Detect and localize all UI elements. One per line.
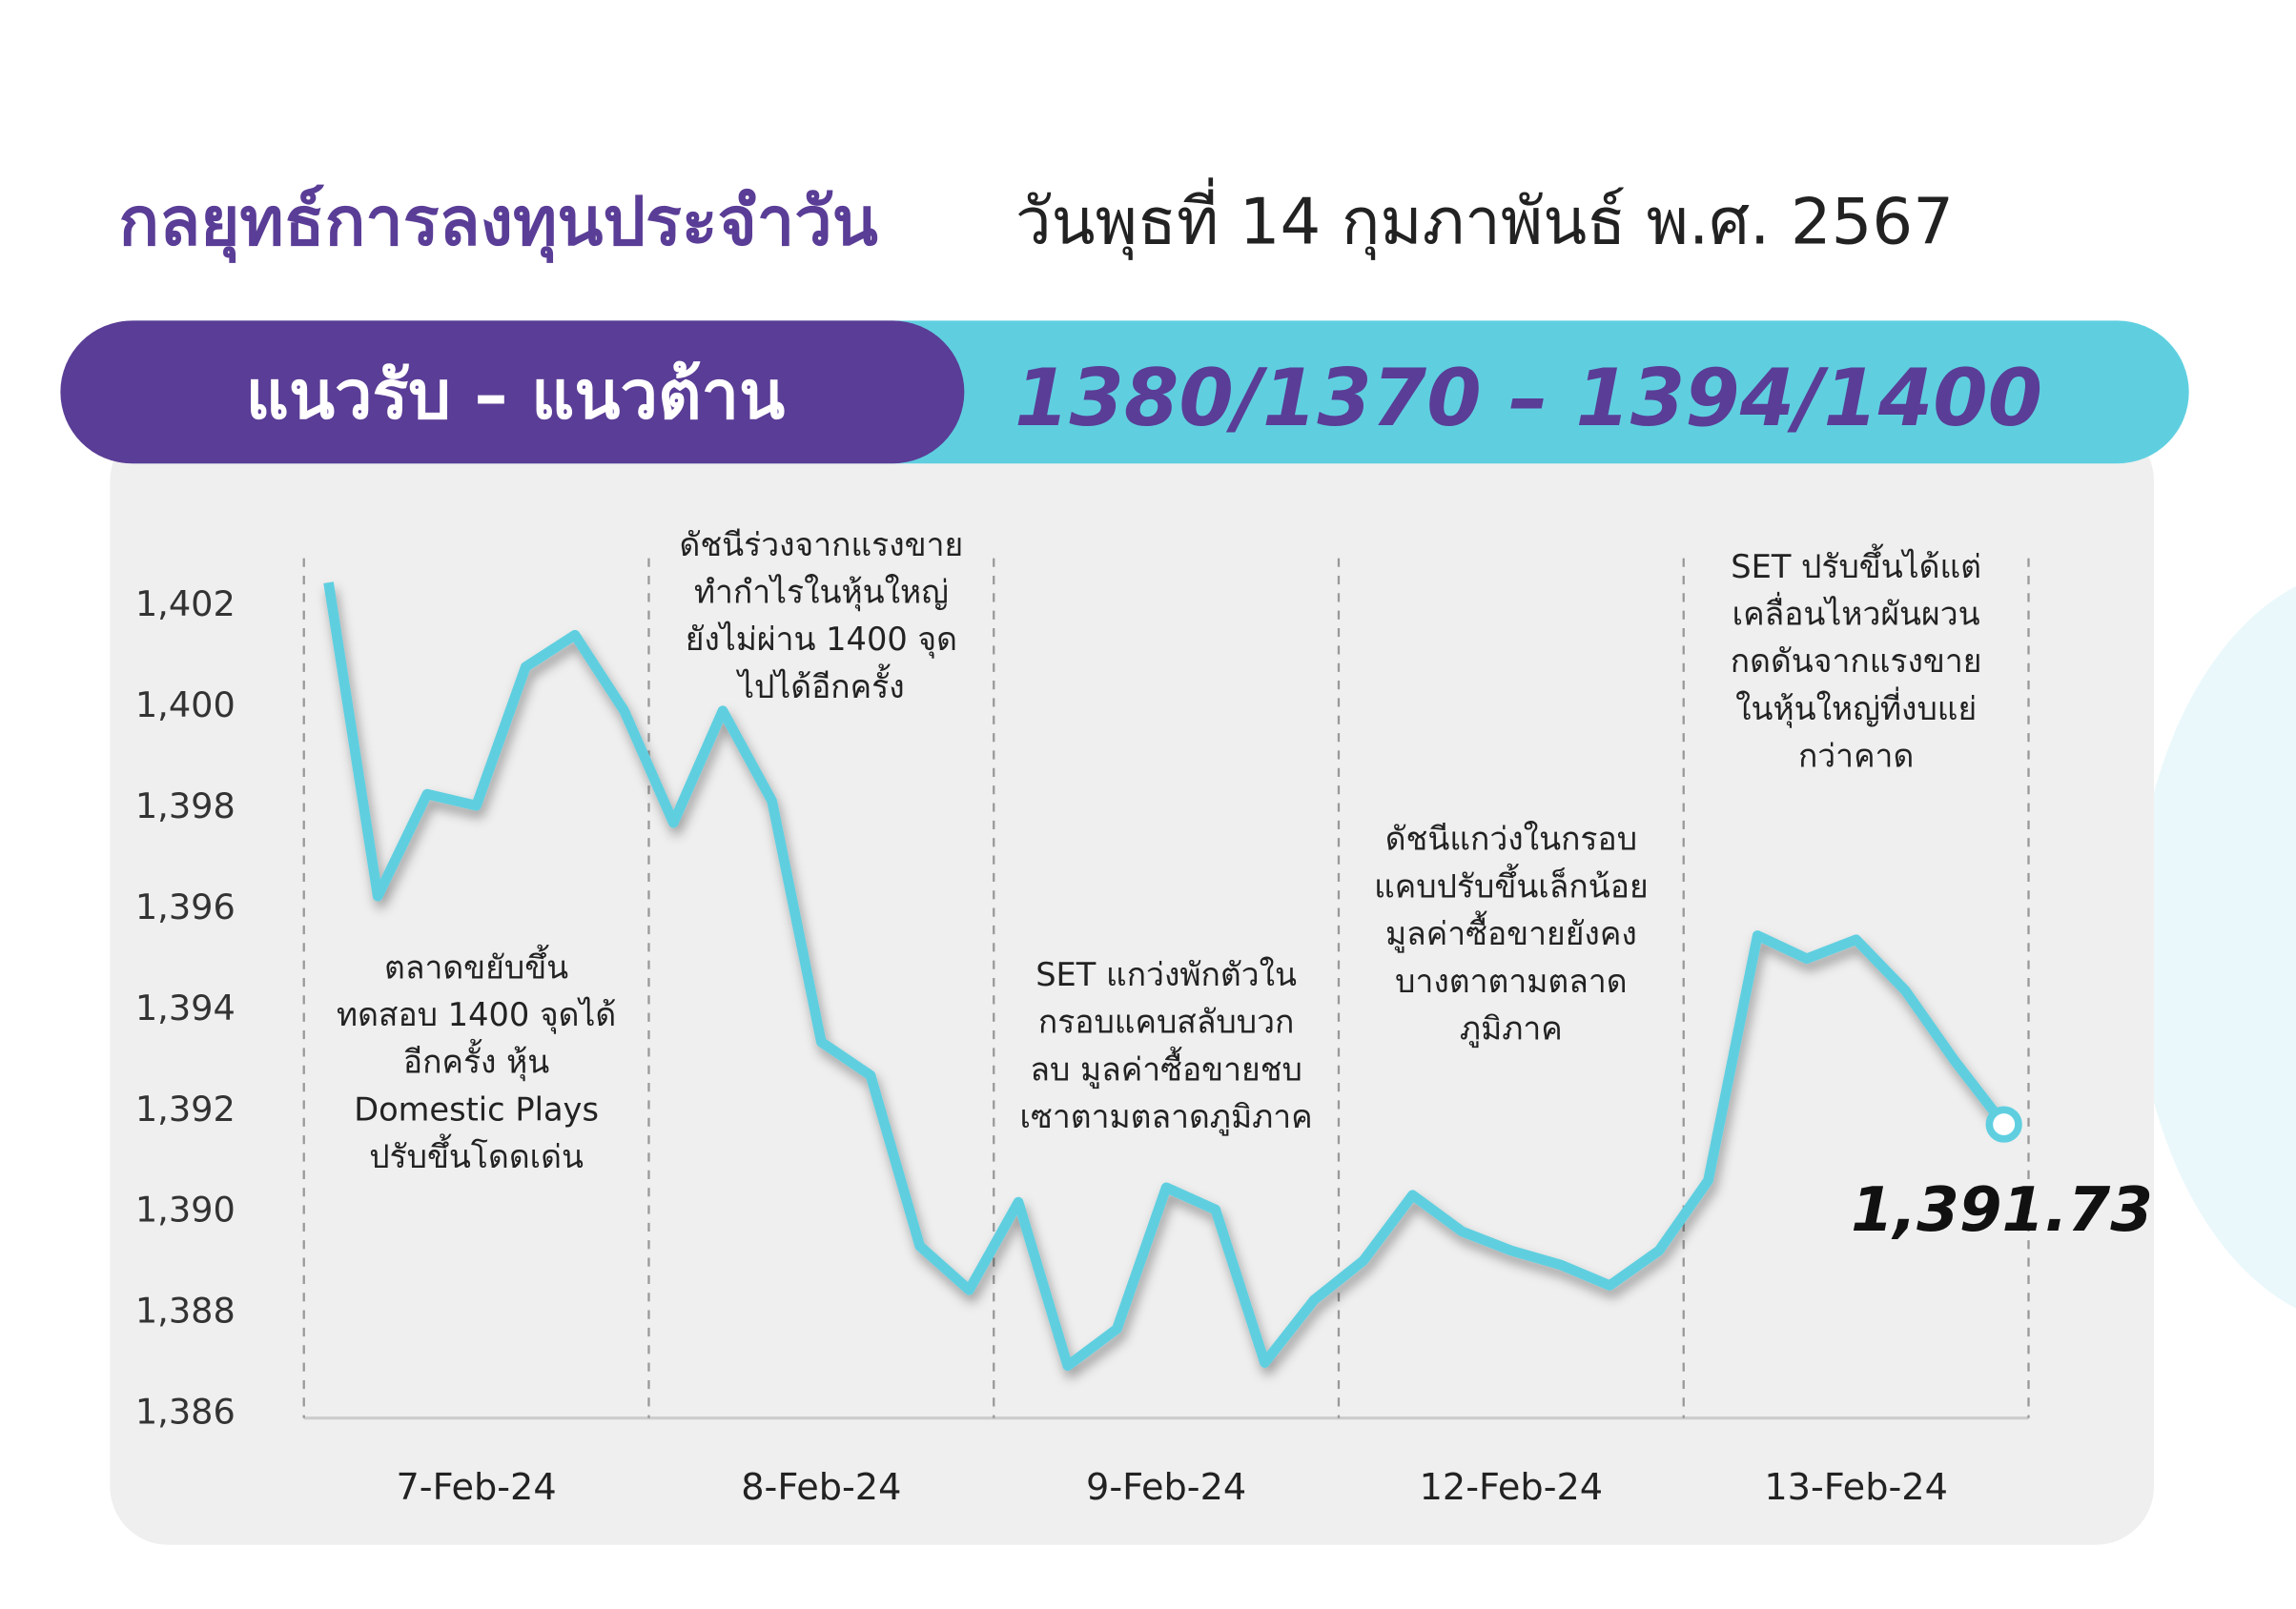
x-tick-label: 9-Feb-24 <box>1086 1467 1246 1509</box>
band-value: 1380/1370 – 1394/1400 <box>1015 353 2042 444</box>
annotation: ปรับขึ้นโดดเด่น <box>369 1133 584 1175</box>
y-tick-label: 1,388 <box>135 1291 236 1332</box>
annotation: ดัชนีร่วงจากแรงขาย <box>680 526 964 563</box>
y-tick-label: 1,392 <box>135 1089 236 1130</box>
annotation: ทำกำไรในหุ้นใหญ่ <box>694 574 949 612</box>
annotation: SET ปรับขึ้นได้แต่ <box>1731 543 1981 585</box>
annotation: ดัชนีแกว่งในกรอบ <box>1385 821 1637 858</box>
decoration <box>2133 586 2296 1309</box>
y-tick-label: 1,386 <box>135 1392 236 1433</box>
annotation: กดดันจากแรงขาย <box>1731 642 1982 680</box>
annotation: Domestic Plays <box>354 1090 599 1128</box>
y-tick-label: 1,390 <box>135 1190 236 1231</box>
annotation: เซาตามตลาดภูมิภาค <box>1020 1098 1313 1136</box>
end-point <box>1985 1106 2022 1143</box>
annotation: ลบ มูลค่าซื้อขายชบ <box>1030 1046 1302 1089</box>
y-tick-label: 1,396 <box>135 886 236 927</box>
date: วันพุธที่ 14 กุมภาพันธ์ พ.ศ. 2567 <box>1015 177 1954 261</box>
annotation: ยังไม่ผ่าน 1400 จุด <box>686 621 957 659</box>
annotation: SET แกว่งพักตัวใน <box>1035 956 1297 993</box>
y-tick-label: 1,394 <box>135 988 236 1029</box>
annotation: กว่าคาด <box>1798 738 1914 775</box>
band-label-bg <box>60 320 965 464</box>
annotation: บางตาตามตลาด <box>1395 963 1627 1000</box>
value-label: 1,391.73 <box>1851 1174 2153 1246</box>
annotation: อีกครั้ง หุ้น <box>403 1039 549 1082</box>
annotation: ไปได้อีกครั้ง <box>735 663 905 705</box>
y-tick-label: 1,400 <box>135 684 236 725</box>
annotation: ในหุ้นใหญ่ที่งบแย่ <box>1735 686 1977 728</box>
y-tick-label: 1,402 <box>135 583 236 624</box>
title: กลยุทธ์การลงทุนประจำวัน <box>119 183 878 264</box>
annotation: ภูมิภาค <box>1460 1009 1563 1048</box>
line-series <box>323 581 2008 1372</box>
annotation: แคบปรับขึ้นเล็กน้อย <box>1374 863 1649 905</box>
annotation: ตลาดขยับขึ้น <box>384 944 568 986</box>
x-tick-label: 7-Feb-24 <box>396 1467 556 1509</box>
band-label: แนวรับ – แนวต้าน <box>246 356 786 434</box>
y-tick-label: 1,398 <box>135 785 236 826</box>
x-tick-label: 12-Feb-24 <box>1420 1467 1604 1509</box>
annotation: เคลื่อนไหวผันผวน <box>1732 591 1980 632</box>
x-tick-label: 13-Feb-24 <box>1764 1467 1948 1509</box>
annotation: กรอบแคบสลับบวก <box>1038 1004 1295 1041</box>
x-tick-label: 8-Feb-24 <box>741 1467 901 1509</box>
annotation: ทดสอบ 1400 จุดได้ <box>337 996 616 1034</box>
annotation: มูลค่าซื้อขายยังคง <box>1385 910 1637 953</box>
